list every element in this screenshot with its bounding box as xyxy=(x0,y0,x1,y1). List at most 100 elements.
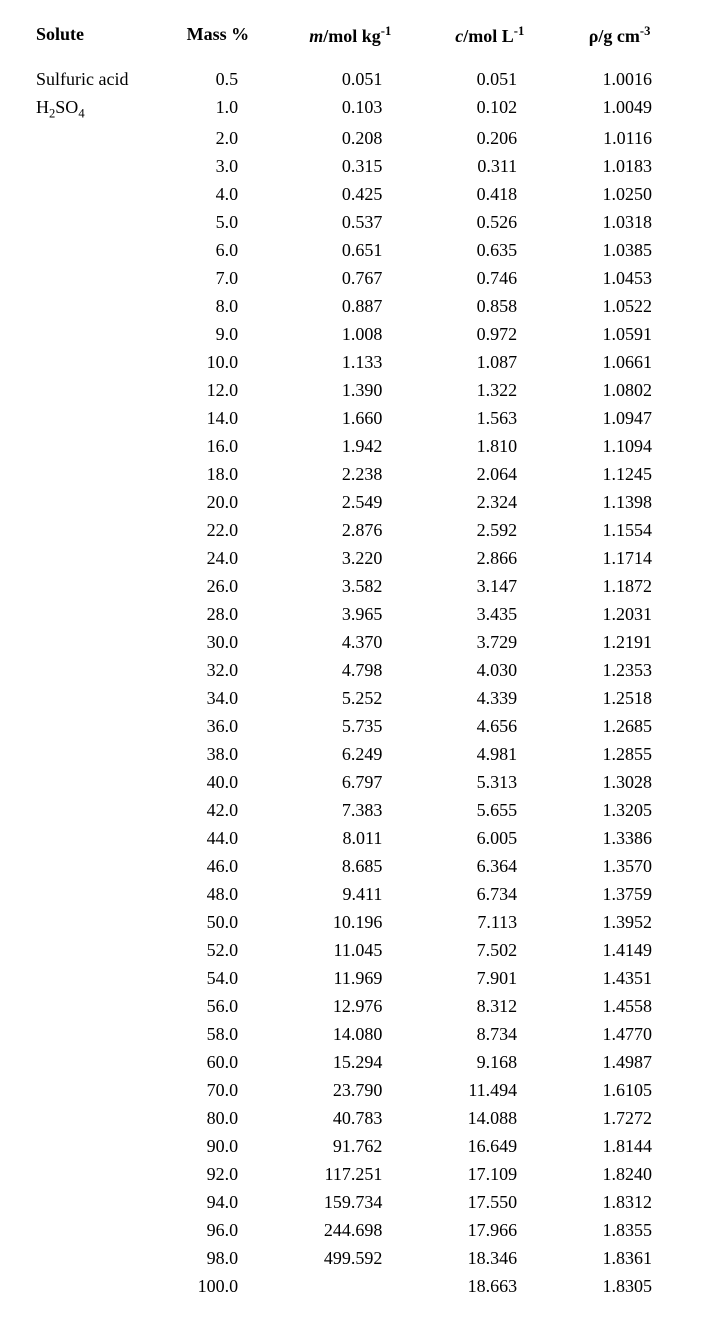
cell-density: 1.1245 xyxy=(557,461,682,489)
cell-molality: 12.976 xyxy=(278,993,422,1021)
cell-solute xyxy=(30,825,158,853)
cell-molarity: 17.109 xyxy=(422,1161,557,1189)
cell-density: 1.2855 xyxy=(557,741,682,769)
cell-mass: 60.0 xyxy=(158,1049,278,1077)
cell-solute xyxy=(30,237,158,265)
cell-mass: 14.0 xyxy=(158,405,278,433)
cell-density: 1.0183 xyxy=(557,153,682,181)
cell-solute xyxy=(30,853,158,881)
table-row: 18.02.2382.0641.1245 xyxy=(30,461,682,489)
table-row: 5.00.5370.5261.0318 xyxy=(30,209,682,237)
cell-solute xyxy=(30,377,158,405)
cell-molality: 7.383 xyxy=(278,797,422,825)
cell-molality: 9.411 xyxy=(278,881,422,909)
cell-molality: 1.660 xyxy=(278,405,422,433)
cell-density: 1.1554 xyxy=(557,517,682,545)
cell-density: 1.0522 xyxy=(557,293,682,321)
cell-molarity: 18.346 xyxy=(422,1245,557,1273)
cell-density: 1.0116 xyxy=(557,125,682,153)
table-row: 12.01.3901.3221.0802 xyxy=(30,377,682,405)
cell-molality: 5.252 xyxy=(278,685,422,713)
table-row: Sulfuric acid0.50.0510.0511.0016 xyxy=(30,65,682,93)
cell-solute xyxy=(30,265,158,293)
cell-molarity: 1.322 xyxy=(422,377,557,405)
cell-mass: 32.0 xyxy=(158,657,278,685)
cell-molarity: 3.147 xyxy=(422,573,557,601)
cell-density: 1.2685 xyxy=(557,713,682,741)
cell-mass: 54.0 xyxy=(158,965,278,993)
cell-molality: 11.969 xyxy=(278,965,422,993)
cell-molarity: 3.435 xyxy=(422,601,557,629)
table-row: 10.01.1331.0871.0661 xyxy=(30,349,682,377)
cell-solute xyxy=(30,993,158,1021)
table-body: Sulfuric acid0.50.0510.0511.0016H2SO41.0… xyxy=(30,65,682,1301)
cell-molarity: 7.502 xyxy=(422,937,557,965)
cell-density: 1.1714 xyxy=(557,545,682,573)
cell-solute xyxy=(30,349,158,377)
cell-mass: 18.0 xyxy=(158,461,278,489)
cell-molarity: 8.734 xyxy=(422,1021,557,1049)
cell-molarity: 4.981 xyxy=(422,741,557,769)
cell-molality: 2.549 xyxy=(278,489,422,517)
cell-molarity: 16.649 xyxy=(422,1133,557,1161)
cell-solute: H2SO4 xyxy=(30,93,158,125)
cell-molality: 0.103 xyxy=(278,93,422,125)
cell-solute xyxy=(30,937,158,965)
cell-molarity: 8.312 xyxy=(422,993,557,1021)
cell-density: 1.3759 xyxy=(557,881,682,909)
cell-density: 1.0591 xyxy=(557,321,682,349)
cell-molality: 10.196 xyxy=(278,909,422,937)
cell-molality: 23.790 xyxy=(278,1077,422,1105)
cell-molarity: 0.635 xyxy=(422,237,557,265)
cell-molarity: 6.734 xyxy=(422,881,557,909)
cell-molarity: 2.324 xyxy=(422,489,557,517)
cell-mass: 96.0 xyxy=(158,1217,278,1245)
cell-molarity: 0.746 xyxy=(422,265,557,293)
cell-molality: 499.592 xyxy=(278,1245,422,1273)
cell-molality xyxy=(278,1273,422,1301)
cell-molality: 11.045 xyxy=(278,937,422,965)
cell-molality: 0.651 xyxy=(278,237,422,265)
cell-solute xyxy=(30,489,158,517)
cell-molarity: 0.206 xyxy=(422,125,557,153)
cell-mass: 48.0 xyxy=(158,881,278,909)
cell-density: 1.0947 xyxy=(557,405,682,433)
table-row: 16.01.9421.8101.1094 xyxy=(30,433,682,461)
cell-solute xyxy=(30,125,158,153)
cell-molality: 14.080 xyxy=(278,1021,422,1049)
table-row: 60.015.2949.1681.4987 xyxy=(30,1049,682,1077)
cell-molality: 1.942 xyxy=(278,433,422,461)
cell-mass: 80.0 xyxy=(158,1105,278,1133)
cell-molarity: 7.113 xyxy=(422,909,557,937)
cell-density: 1.4351 xyxy=(557,965,682,993)
table-row: 20.02.5492.3241.1398 xyxy=(30,489,682,517)
cell-solute xyxy=(30,881,158,909)
cell-density: 1.8312 xyxy=(557,1189,682,1217)
header-molarity: c/mol L-1 xyxy=(422,20,557,65)
cell-molarity: 2.866 xyxy=(422,545,557,573)
cell-solute xyxy=(30,181,158,209)
cell-mass: 9.0 xyxy=(158,321,278,349)
table-row: 56.012.9768.3121.4558 xyxy=(30,993,682,1021)
cell-molarity: 6.364 xyxy=(422,853,557,881)
cell-solute xyxy=(30,1161,158,1189)
cell-molarity: 0.526 xyxy=(422,209,557,237)
table-row: 14.01.6601.5631.0947 xyxy=(30,405,682,433)
cell-solute xyxy=(30,1217,158,1245)
cell-molarity: 14.088 xyxy=(422,1105,557,1133)
cell-mass: 1.0 xyxy=(158,93,278,125)
cell-molality: 2.876 xyxy=(278,517,422,545)
table-row: 92.0117.25117.1091.8240 xyxy=(30,1161,682,1189)
header-density: ρ/g cm-3 xyxy=(557,20,682,65)
cell-density: 1.1872 xyxy=(557,573,682,601)
cell-density: 1.3028 xyxy=(557,769,682,797)
cell-molarity: 2.064 xyxy=(422,461,557,489)
table-row: 38.06.2494.9811.2855 xyxy=(30,741,682,769)
cell-mass: 36.0 xyxy=(158,713,278,741)
cell-solute xyxy=(30,293,158,321)
cell-density: 1.8305 xyxy=(557,1273,682,1301)
cell-solute xyxy=(30,405,158,433)
cell-molality: 0.425 xyxy=(278,181,422,209)
cell-density: 1.3205 xyxy=(557,797,682,825)
cell-solute xyxy=(30,1189,158,1217)
